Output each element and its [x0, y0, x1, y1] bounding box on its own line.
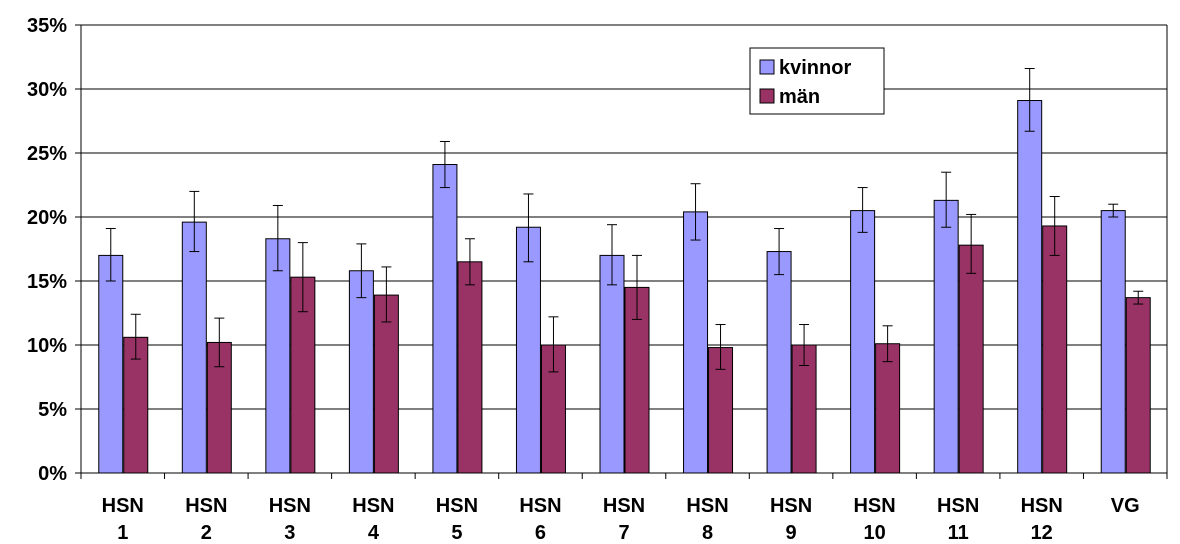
axes — [75, 24, 1168, 479]
legend-label: kvinnor — [779, 57, 851, 79]
bar-kvinnor — [432, 164, 458, 474]
x-tick-label: HSN 7 — [603, 495, 645, 544]
bar-man — [875, 343, 901, 474]
bar-kvinnor — [850, 210, 876, 474]
bar-kvinnor — [181, 221, 207, 474]
x-tick-label: HSN 1 — [102, 495, 144, 544]
bar-kvinnor — [766, 251, 792, 474]
x-tick-label: HSN 6 — [519, 495, 561, 544]
y-tick-label: 20% — [27, 207, 67, 229]
x-tick-label: HSN 3 — [269, 495, 311, 544]
bar-kvinnor — [515, 226, 541, 474]
y-tick-labels: 0% 5% 10% 15% 20% 25% 30% 35% — [27, 15, 67, 485]
legend-swatch — [759, 88, 775, 104]
bar-kvinnor — [1017, 100, 1043, 474]
legend-label: män — [779, 86, 820, 108]
x-tick-label: HSN 5 — [436, 495, 478, 544]
x-tick-labels: HSN 1 HSN 2 HSN 3 HSN 4 HSN 5 HSN 6 HSN 7 HSN 8 HSN 9 HSN 1… — [102, 495, 1140, 544]
bar-kvinnor — [98, 254, 124, 474]
x-tick-label: HSN 12 — [1021, 495, 1063, 544]
x-tick-label: HSN 9 — [770, 495, 812, 544]
y-tick-label: 10% — [27, 335, 67, 357]
y-tick-label: 35% — [27, 15, 67, 37]
bar-kvinnor — [683, 211, 709, 474]
y-tick-label: 0% — [38, 463, 67, 485]
y-tick-label: 25% — [27, 143, 67, 165]
x-tick-label: HSN 4 — [352, 495, 394, 544]
legend: kvinnor män — [749, 47, 885, 115]
bar-kvinnor — [933, 199, 959, 474]
x-tick-label: HSN 2 — [185, 495, 227, 544]
bar-kvinnor — [348, 270, 374, 474]
bar-man — [708, 347, 734, 474]
y-tick-label: 30% — [27, 79, 67, 101]
bar-man — [1042, 225, 1068, 474]
x-tick-label: HSN 8 — [686, 495, 728, 544]
y-tick-label: 5% — [38, 399, 67, 421]
bar-man — [791, 344, 817, 474]
x-tick-label: HSN 11 — [937, 495, 979, 544]
x-tick-label: HSN 10 — [853, 495, 895, 544]
error-bars — [105, 68, 1144, 373]
bar-man — [1125, 297, 1151, 474]
x-tick-label: VG — [1111, 495, 1140, 517]
bar-kvinnor — [1100, 210, 1126, 474]
bar-kvinnor — [599, 254, 625, 474]
bars — [98, 100, 1151, 474]
y-tick-label: 15% — [27, 271, 67, 293]
bar-kvinnor — [265, 238, 291, 474]
bar-man — [457, 261, 483, 474]
legend-swatch — [759, 59, 775, 75]
bar-man — [373, 294, 399, 474]
bar-man — [958, 244, 984, 474]
